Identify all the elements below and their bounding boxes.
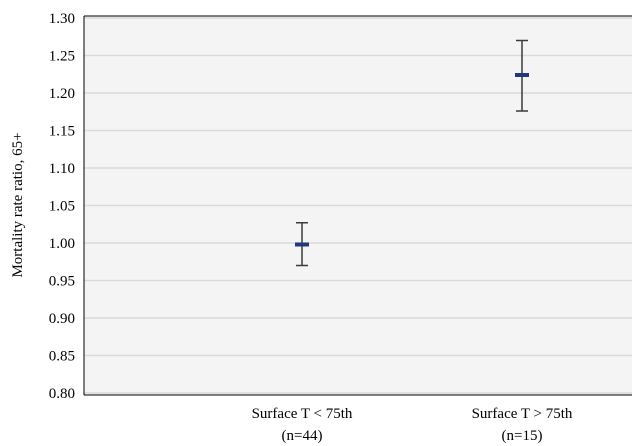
category-labels: Surface T < 75th (n=44) Surface T > 75th (n… bbox=[252, 406, 573, 444]
y-tick-label: 1.05 bbox=[49, 199, 75, 215]
y-tick-labels: 0.80 0.85 0.90 0.95 1.00 1.05 1.10 1.15 1.20 1.25… bbox=[49, 11, 75, 402]
y-tick-label: 1.20 bbox=[49, 86, 75, 102]
estimate-marker bbox=[295, 242, 309, 247]
y-axis-label: Mortality rate ratio, 65+ bbox=[10, 132, 26, 277]
y-tick-label: 0.80 bbox=[49, 386, 75, 402]
category-count-label: (n=44) bbox=[282, 428, 323, 444]
y-tick-label: 1.15 bbox=[49, 124, 75, 140]
estimate-marker bbox=[515, 73, 529, 77]
y-tick-label: 1.25 bbox=[49, 49, 75, 65]
y-tick-label: 0.90 bbox=[49, 311, 75, 327]
y-tick-label: 0.95 bbox=[49, 274, 75, 290]
y-tick-label: 1.10 bbox=[49, 161, 75, 177]
category-label: Surface T < 75th bbox=[252, 406, 353, 422]
gridlines bbox=[84, 17, 632, 394]
category-count-label: (n=15) bbox=[502, 428, 543, 444]
category-label: Surface T > 75th bbox=[472, 406, 573, 422]
y-tick-label: 1.00 bbox=[49, 236, 75, 252]
y-tick-label: 0.85 bbox=[49, 349, 75, 365]
data-marks bbox=[295, 39, 529, 267]
y-tick-label: 1.30 bbox=[49, 11, 75, 27]
